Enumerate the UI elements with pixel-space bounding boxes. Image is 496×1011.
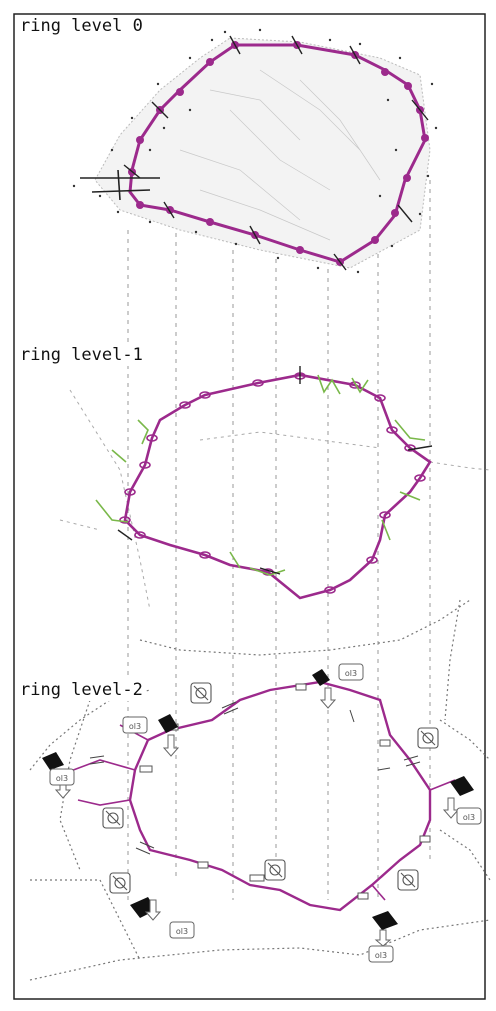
tag-label: ol3: [463, 813, 475, 822]
level-0-label: ring level 0: [17, 16, 146, 37]
tag-box-6: ol3: [368, 945, 394, 963]
tag-box-2: ol3: [122, 716, 148, 734]
level-2-label: ring level-2: [17, 680, 146, 701]
level-1-ring: [123, 373, 432, 600]
crossed-box-icon: [397, 869, 419, 891]
level-1-ring-markers: [119, 372, 426, 594]
level-1-green-sketch: [95, 374, 426, 576]
level-2-hatch-marks: [89, 701, 421, 855]
level-0-terrain-hatching: [179, 69, 381, 241]
tag-box-1: ol3: [338, 663, 364, 681]
tag-label: ol3: [345, 669, 357, 678]
crossed-box-icon: [417, 727, 439, 749]
entrance-arrow-icon: [54, 687, 460, 947]
tag-box-4: ol3: [456, 807, 482, 825]
crossed-box-icon: [264, 859, 286, 881]
tag-box-5: ol3: [169, 921, 195, 939]
projection-guides: [127, 180, 431, 900]
level-1-group: [59, 366, 491, 611]
tag-label: ol3: [375, 951, 387, 960]
level-1-dark-ticks: [117, 366, 433, 575]
black-diamond-marker: [42, 669, 474, 930]
crossed-box-icon: [190, 682, 212, 704]
level-0-west-spur: [80, 169, 160, 201]
tag-label: ol3: [176, 927, 188, 936]
crossed-box-icon: [109, 872, 131, 894]
tag-label: ol3: [56, 774, 68, 783]
level-2-ring: [128, 680, 432, 912]
level-2-ring-connectors: [139, 683, 431, 900]
tag-box-3: ol3: [49, 768, 75, 786]
outer-border: [13, 13, 486, 1000]
crossed-box-icon: [102, 807, 124, 829]
level-0-ring: [128, 43, 427, 264]
level-2-group: ol3 ol3 ol3 ol3 ol3 ol3: [29, 599, 491, 981]
level-0-ring-ticks: [123, 35, 429, 271]
level-1-label: ring level-1: [17, 345, 146, 366]
level-0-dots: [72, 28, 438, 274]
level-1-context-lines: [59, 389, 491, 611]
level-2-outer-contours: [29, 599, 491, 981]
level-0-group: [72, 28, 438, 274]
tag-label: ol3: [129, 722, 141, 731]
